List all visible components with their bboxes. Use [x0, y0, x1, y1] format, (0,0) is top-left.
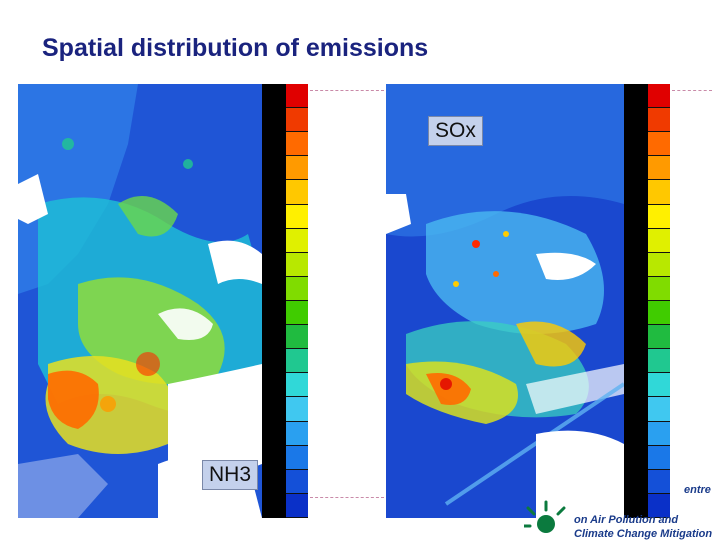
logo-text-line3: Climate Change Mitigation: [574, 528, 713, 540]
colorbar-step: [648, 228, 670, 253]
logo-text-line2: on Air Pollution and: [574, 514, 679, 526]
colorbar-step: [648, 349, 670, 374]
nh3-colorbar: [262, 84, 308, 518]
dashed-divider-top-left: [310, 90, 384, 91]
colorbar-step: [286, 156, 308, 181]
colorbar-step: [286, 204, 308, 229]
colorbar-step: [286, 349, 308, 374]
colorbar-step: [648, 84, 670, 109]
colorbar-step: [648, 300, 670, 326]
colorbar-step: [648, 180, 670, 205]
colorbar-step: [286, 445, 308, 470]
colorbar-step: [286, 373, 308, 398]
dashed-divider-bottom: [310, 497, 384, 498]
colorbar-step: [286, 300, 308, 326]
colorbar-step: [286, 252, 308, 277]
emission-map-nh3-image: [18, 84, 262, 518]
organization-logo: entre on Air Pollution and Climate Chang…: [524, 484, 720, 540]
sun-logo-icon: [524, 500, 566, 533]
sox-colorbar: [624, 84, 670, 518]
nh3-emission-map: [18, 84, 262, 518]
sox-emission-map: [386, 84, 624, 518]
colorbar-step: [648, 493, 670, 518]
logo-text-line1: entre: [684, 484, 711, 496]
colorbar-step: [286, 421, 308, 446]
colorbar-step: [648, 108, 670, 133]
colorbar-step: [648, 252, 670, 277]
colorbar-step: [286, 132, 308, 157]
colorbar-step: [286, 108, 308, 133]
colorbar-step: [286, 84, 308, 109]
colorbar-step: [648, 445, 670, 470]
colorbar-step: [286, 493, 308, 518]
colorbar-step: [286, 180, 308, 205]
colorbar-step: [286, 469, 308, 494]
colorbar-step: [286, 228, 308, 253]
colorbar-step: [648, 421, 670, 446]
colorbar-step: [648, 156, 670, 181]
colorbar-step: [648, 469, 670, 494]
colorbar-step: [286, 325, 308, 350]
colorbar-step: [648, 132, 670, 157]
emission-map-sox-image: [386, 84, 624, 518]
sox-map-label: SOx: [428, 116, 483, 147]
page-title: Spatial distribution of emissions: [42, 34, 429, 62]
colorbar-step: [286, 276, 308, 301]
nh3-map-label: NH3: [202, 460, 259, 491]
colorbar-step: [648, 397, 670, 422]
colorbar-step: [648, 325, 670, 350]
dashed-divider-top-right: [672, 90, 712, 91]
colorbar-step: [648, 373, 670, 398]
colorbar-step: [648, 276, 670, 301]
colorbar-step: [286, 397, 308, 422]
colorbar-step: [648, 204, 670, 229]
